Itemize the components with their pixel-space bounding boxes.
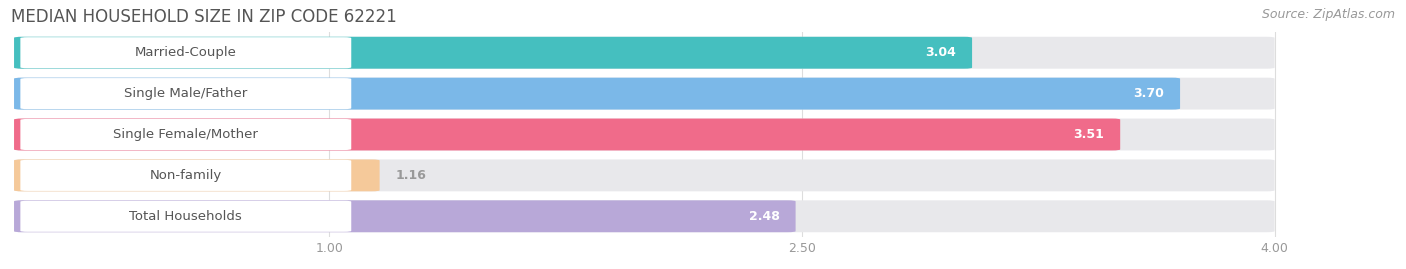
FancyBboxPatch shape <box>14 200 796 232</box>
FancyBboxPatch shape <box>14 160 380 191</box>
FancyBboxPatch shape <box>20 160 352 191</box>
Text: Non-family: Non-family <box>149 169 222 182</box>
FancyBboxPatch shape <box>14 37 1275 69</box>
FancyBboxPatch shape <box>14 78 1180 109</box>
FancyBboxPatch shape <box>14 160 1275 191</box>
FancyBboxPatch shape <box>14 119 1275 150</box>
FancyBboxPatch shape <box>14 78 1275 109</box>
Text: 2.48: 2.48 <box>749 210 780 223</box>
FancyBboxPatch shape <box>14 119 1121 150</box>
Text: Single Female/Mother: Single Female/Mother <box>114 128 259 141</box>
Text: Source: ZipAtlas.com: Source: ZipAtlas.com <box>1261 8 1395 21</box>
FancyBboxPatch shape <box>14 200 1275 232</box>
Text: MEDIAN HOUSEHOLD SIZE IN ZIP CODE 62221: MEDIAN HOUSEHOLD SIZE IN ZIP CODE 62221 <box>11 8 396 26</box>
FancyBboxPatch shape <box>20 37 352 68</box>
Text: 3.70: 3.70 <box>1133 87 1164 100</box>
FancyBboxPatch shape <box>20 78 352 109</box>
FancyBboxPatch shape <box>20 201 352 232</box>
Text: 1.16: 1.16 <box>395 169 426 182</box>
Text: Married-Couple: Married-Couple <box>135 46 236 59</box>
Text: Single Male/Father: Single Male/Father <box>124 87 247 100</box>
Text: Total Households: Total Households <box>129 210 242 223</box>
Text: 3.51: 3.51 <box>1074 128 1105 141</box>
FancyBboxPatch shape <box>20 119 352 150</box>
Text: 3.04: 3.04 <box>925 46 956 59</box>
FancyBboxPatch shape <box>14 37 972 69</box>
